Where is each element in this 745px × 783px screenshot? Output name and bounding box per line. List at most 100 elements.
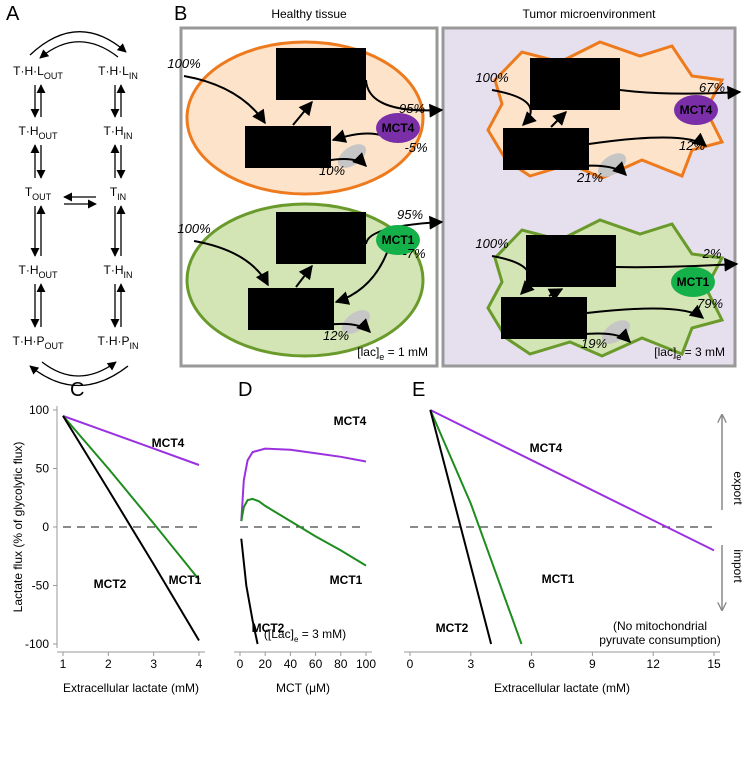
state-label: T·H·POUT [13,334,65,351]
state-label: T·HIN [104,263,133,280]
return-flux: -7% [402,246,425,261]
text-part: = 3 mM [681,345,725,359]
text-part: T·H·L [13,64,44,78]
pyruvate-box [501,297,587,339]
subscript: IN [117,192,126,202]
pyruvate-value: 190 μM [524,321,564,335]
x-axis-title: Extracellular lactate (mM) [494,681,630,695]
lactate-label: lactate [303,221,339,235]
pyruvate-label: pyruvate [521,302,567,316]
series-line [240,538,259,645]
input-flux: 100% [167,56,200,71]
x-tick-label: 60 [309,657,323,671]
x-tick-label: 100 [356,657,376,671]
panel-label: C [70,379,84,401]
series-label: MCT4 [334,414,367,428]
return-flux: -5% [404,140,427,155]
panel-label: B [174,3,187,25]
mito-flux: 21% [576,170,603,185]
pyruvate-value: 100 μM [268,150,308,164]
pyruvate-box [248,288,334,330]
series-line [240,497,367,567]
x-tick-label: 4 [196,657,203,671]
y-tick-label: -100 [25,637,49,651]
transporter [376,225,420,255]
series-label: MCT1 [330,573,363,587]
state-label: TIN [110,185,126,202]
transition-arc [29,31,127,56]
state-label: T·H·LIN [98,64,138,81]
subscript: IN [129,71,138,81]
transporter-label: MCT4 [680,103,713,117]
return-flux: 12% [679,138,705,153]
panel-label: E [412,379,425,401]
pyruvate-value: 210 μM [526,152,566,166]
return-flux: 79% [697,296,723,311]
flux-arrow [550,111,567,128]
y-tick-label: 100 [29,403,49,417]
series-line [429,409,523,645]
state-label: T·HIN [104,124,133,141]
lactate-label: lactate [303,57,339,71]
flux-arrow [547,288,564,302]
group-title: Tumor microenvironment [523,7,657,21]
mito-flux: 10% [319,163,345,178]
annotation: (No mitochondrial [613,619,707,633]
series-line [62,415,200,581]
text-part: T·H [104,263,124,277]
flux-arrow [365,79,444,118]
text-part: T [25,185,33,199]
lactate-value: 2.1 mM [301,243,341,257]
y-tick-label: 0 [42,520,49,534]
lactate-label: lactate [553,244,589,258]
lactate-value: 4.0 mM [555,89,595,103]
input-flux: 100% [475,236,508,251]
text-part: T·H·P [13,334,45,348]
side-label: export [731,471,745,505]
mito-flux: 12% [323,328,349,343]
series-label: MCT4 [530,441,563,455]
text-part: T·H [104,124,124,138]
input-flux: 100% [177,221,210,236]
x-tick-label: 40 [284,657,298,671]
x-tick-label: 2 [105,657,112,671]
subscript: e [676,352,681,362]
export-flux: 2% [702,246,722,261]
flux-arrow [588,132,708,147]
text-part: ([Lac] [264,627,294,641]
text-part: = 1 mM [384,345,428,359]
export-flux: 95% [399,101,425,116]
y-tick-label: 50 [36,462,50,476]
subscript: e [379,352,384,362]
series-label: MCT2 [94,577,127,591]
group-title: Healthy tissue [271,7,347,21]
text-part: = 3 mM) [298,627,346,641]
x-tick-label: 3 [150,657,157,671]
panel-label: A [6,3,20,25]
panel-label: D [238,379,252,401]
subscript: OUT [45,341,65,351]
series-line [62,415,200,642]
flux-arrow [615,257,739,272]
extracellular-lactate: [lac]e = 3 mM [654,345,725,362]
subscript: e [294,635,299,644]
y-tick-label: -50 [32,579,50,593]
flux-arrow [334,249,389,305]
transporter [674,95,718,125]
x-tick-label: 80 [334,657,348,671]
subscript: IN [130,341,139,351]
side-label: import [731,549,745,583]
series-line [429,409,493,645]
series-label: MCT4 [152,436,185,450]
annotation: ([Lac]e = 3 mM) [264,627,346,644]
pyruvate-value: 120 μM [271,312,311,326]
input-flux: 100% [475,70,508,85]
x-tick-label: 0 [237,657,244,671]
state-label: TOUT [25,185,52,202]
series-label: MCT2 [252,621,285,635]
export-flux: 67% [699,80,725,95]
text-part: T·H·P [98,334,130,348]
flux-arrow [183,75,266,125]
state-label: T·HOUT [19,124,59,141]
flux-arrow [193,240,269,287]
